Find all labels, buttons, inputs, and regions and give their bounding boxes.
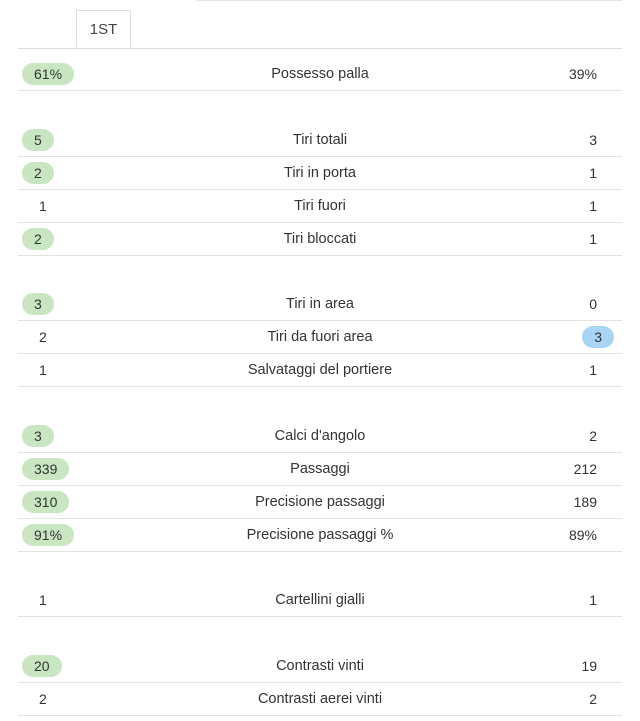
- away-value: 2: [589, 691, 597, 707]
- stat-label: Tiri bloccati: [283, 231, 357, 247]
- stat-label: Tiri fuori: [294, 198, 346, 214]
- stat-row: 5 Tiri totali 3: [18, 125, 622, 157]
- stat-label: Passaggi: [290, 461, 350, 477]
- away-value: 212: [573, 461, 597, 477]
- stat-row: 1 Cartellini gialli 1: [18, 585, 622, 617]
- stat-row: 1 Tiri fuori 1: [18, 191, 622, 223]
- away-value: 1: [589, 198, 597, 214]
- home-value: 310: [22, 491, 70, 513]
- stat-label: Calci d'angolo: [274, 428, 366, 444]
- away-value: 39%: [568, 66, 597, 82]
- away-value: 189: [573, 494, 597, 510]
- stat-label: Contrasti vinti: [276, 658, 364, 674]
- stat-label: Tiri in area: [286, 296, 354, 312]
- stat-row: 91% Precisione passaggi % 89%: [18, 520, 622, 552]
- stat-row: 3 Tiri in area 0: [18, 289, 622, 321]
- away-value: 19: [581, 658, 597, 674]
- stat-label: Contrasti aerei vinti: [257, 691, 383, 707]
- stat-label: Tiri totali: [292, 132, 348, 148]
- stat-row: 310 Precisione passaggi 189: [18, 487, 622, 519]
- stat-label: Cartellini gialli: [275, 592, 365, 608]
- stat-row: 20 Contrasti vinti 19: [18, 651, 622, 683]
- away-value: 1: [589, 165, 597, 181]
- away-value: 0: [589, 296, 597, 312]
- stat-label: Tiri in porta: [284, 165, 356, 181]
- away-value: 3: [582, 326, 614, 348]
- stat-row: 2 Contrasti aerei vinti 2: [18, 684, 622, 716]
- home-value: 91%: [22, 524, 75, 546]
- stat-row: 339 Passaggi 212: [18, 454, 622, 486]
- stat-row: 2 Tiri bloccati 1: [18, 224, 622, 256]
- stat-label: Precisione passaggi: [255, 494, 385, 510]
- away-value: 3: [589, 132, 597, 148]
- home-value: 20: [22, 655, 62, 677]
- home-value: 2: [39, 329, 47, 345]
- stat-label: Possesso palla: [271, 66, 369, 82]
- stat-label: Salvataggi del portiere: [247, 362, 393, 378]
- stat-row: 2 Tiri da fuori area 3: [18, 322, 622, 354]
- away-value: 89%: [568, 527, 597, 543]
- home-value: 1: [39, 198, 47, 214]
- stat-row: 1 Salvataggi del portiere 1: [18, 355, 622, 387]
- stat-label: Precisione passaggi %: [246, 527, 394, 543]
- home-value: 339: [22, 458, 70, 480]
- home-value: 3: [22, 425, 54, 447]
- stat-row: 2 Tiri in porta 1: [18, 158, 622, 190]
- home-value: 1: [39, 592, 47, 608]
- home-value: 2: [22, 162, 54, 184]
- top-divider: [196, 0, 622, 1]
- home-value: 1: [39, 362, 47, 378]
- stat-label: Tiri da fuori area: [267, 329, 373, 345]
- stat-row: 3 Calci d'angolo 2: [18, 421, 622, 453]
- away-value: 1: [589, 592, 597, 608]
- home-value: 3: [22, 293, 54, 315]
- home-value: 2: [39, 691, 47, 707]
- stat-row: 61% Possesso palla 39%: [18, 59, 622, 91]
- away-value: 2: [589, 428, 597, 444]
- home-value: 2: [22, 228, 54, 250]
- period-tab-bar: 1ST: [18, 0, 622, 49]
- home-value: 61%: [22, 63, 75, 85]
- tab-1st[interactable]: 1ST: [76, 10, 131, 48]
- away-value: 1: [589, 362, 597, 378]
- home-value: 5: [22, 129, 54, 151]
- away-value: 1: [589, 231, 597, 247]
